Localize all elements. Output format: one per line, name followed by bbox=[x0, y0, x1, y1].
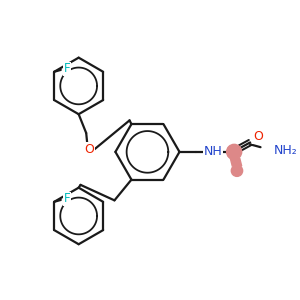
Text: O: O bbox=[84, 142, 94, 156]
Polygon shape bbox=[230, 158, 242, 166]
Circle shape bbox=[231, 165, 243, 176]
Text: NH: NH bbox=[204, 146, 223, 158]
Text: NH₂: NH₂ bbox=[274, 143, 298, 157]
Circle shape bbox=[226, 144, 242, 159]
Text: F: F bbox=[64, 62, 71, 76]
Text: F: F bbox=[64, 193, 71, 206]
Text: O: O bbox=[253, 130, 262, 143]
